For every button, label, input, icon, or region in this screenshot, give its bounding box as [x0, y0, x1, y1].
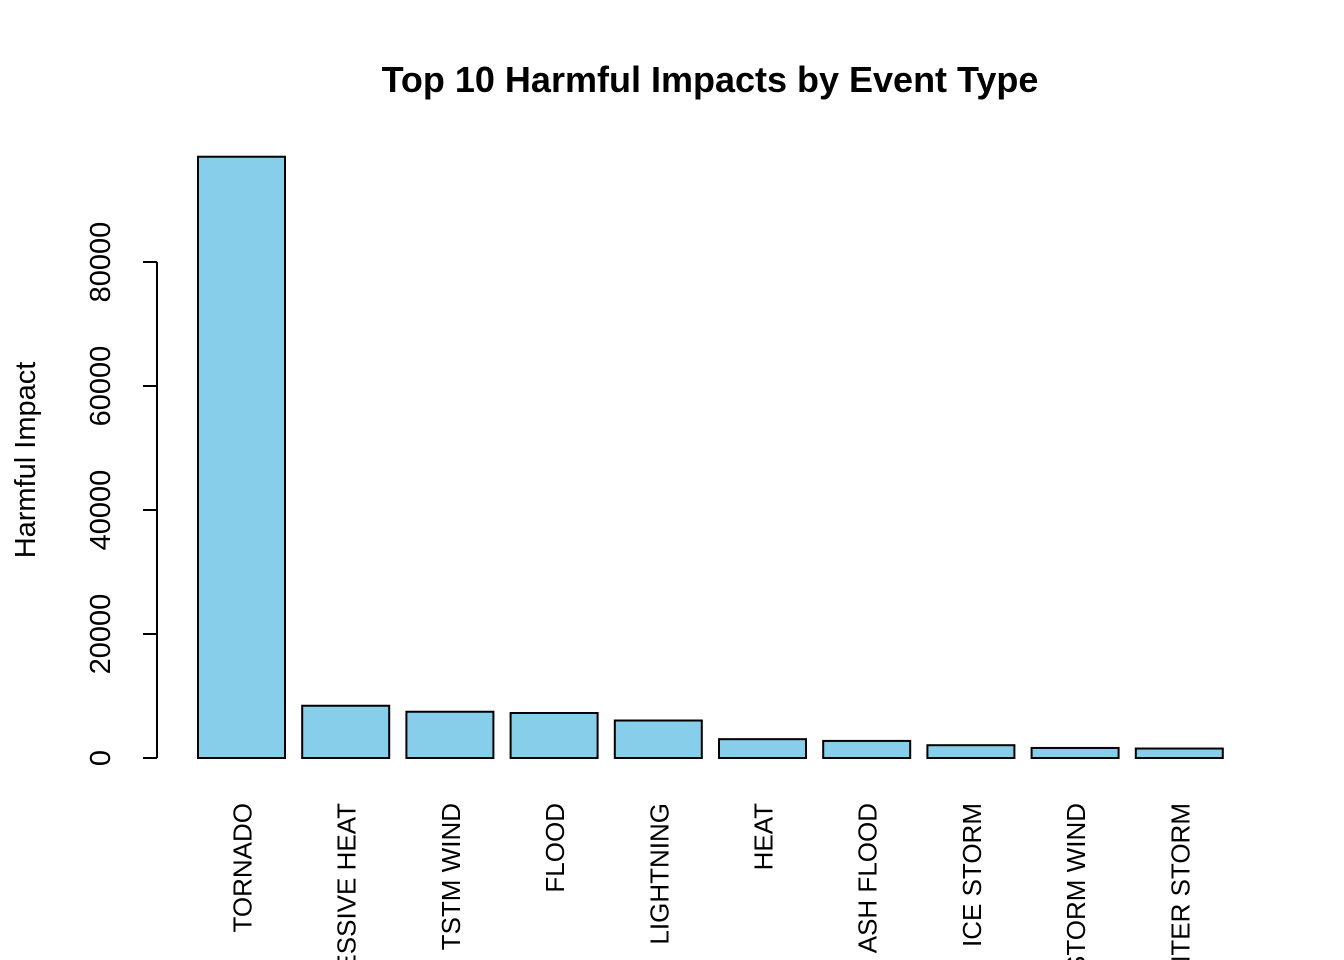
x-tick-label: TORNADO	[228, 803, 258, 933]
x-tick-label: ICE STORM	[957, 803, 987, 947]
bar	[1134, 747, 1224, 759]
x-tick-label: NTER STORM	[1165, 803, 1195, 960]
x-tick-label: ESSIVE HEAT	[332, 803, 362, 960]
bar	[613, 719, 703, 759]
x-tick-label: TSTM WIND	[436, 803, 466, 950]
y-tick-label: 0	[85, 750, 117, 766]
y-tick-label: 40000	[85, 470, 117, 551]
bar	[509, 711, 599, 759]
chart-title: Top 10 Harmful Impacts by Event Type	[382, 59, 1039, 100]
bar	[718, 738, 807, 759]
bar	[926, 744, 1016, 759]
x-tick-label: LIGHTNING	[644, 803, 674, 945]
bar	[822, 739, 912, 760]
bar	[197, 155, 286, 759]
x-tick-label: HEAT	[749, 803, 779, 871]
bar	[1030, 746, 1120, 760]
y-tick-label: 20000	[85, 594, 117, 675]
y-tick-label: 80000	[85, 222, 117, 303]
x-tick-label: FLOOD	[540, 803, 570, 893]
y-axis-label: Harmful Impact	[10, 362, 42, 559]
bar	[405, 710, 495, 760]
y-tick-label: 60000	[85, 346, 117, 427]
bar	[301, 704, 391, 759]
x-tick-label: ASH FLOOD	[853, 803, 883, 953]
x-tick-label: STORM WIND	[1061, 803, 1091, 960]
